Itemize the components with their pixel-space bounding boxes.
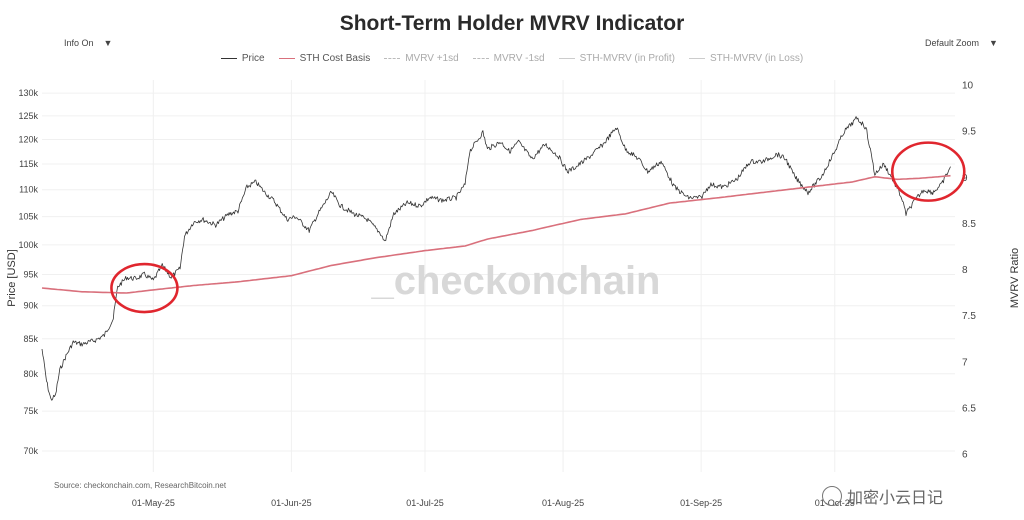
series-line-sth-cost-basis [41,174,951,294]
legend-label: STH-MVRV (in Profit) [579,53,675,64]
x-tick-label: 01-Sep-25 [680,498,722,508]
chevron-down-icon: ▼ [989,38,998,48]
annotation-ellipse [890,141,966,202]
legend-item-mvrv-1sd[interactable]: MVRV -1sd [472,53,545,64]
legend-swatch [558,58,575,59]
info-toggle-dropdown[interactable]: Info On ▼ [64,38,112,48]
legend-swatch [220,58,237,59]
watermark-logo-icon [822,486,842,506]
y-tick-label: 120k [18,134,38,144]
y-right-tick-label: 6 [962,450,968,461]
chart-title: Short-Term Holder MVRV Indicator [339,12,685,35]
legend-item-sth-mvrv-in-loss[interactable]: STH-MVRV (in Loss) [689,53,803,64]
chart-legend: Price STH Cost Basis MVRV +1sd MVRV -1sd STH… [0,53,1024,64]
y-tick-label: 90k [23,301,38,311]
y-tick-label: 70k [23,446,38,456]
y-right-tick-label: 9 [962,173,968,184]
x-tick-label: 01-Aug-25 [542,498,584,508]
legend-label: STH Cost Basis [299,53,371,64]
x-tick-label: 01-Jul-25 [406,498,444,508]
legend-label: MVRV -1sd [493,53,545,64]
x-tick-label: 01-Jun-25 [271,498,312,508]
y-tick-label: 95k [23,269,38,279]
legend-swatch [689,58,705,59]
legend-label: MVRV +1sd [405,53,459,64]
zoom-label: Default Zoom [925,38,980,48]
legend-item-sth-mvrv-in-profit[interactable]: STH-MVRV (in Profit) [558,53,675,64]
x-tick-label: 01-May-25 [132,498,175,508]
legend-label: STH-MVRV (in Loss) [710,53,804,64]
y-right-tick-label: 7 [962,357,968,368]
y-right-tick-label: 8.5 [962,219,976,230]
y-tick-label: 125k [18,111,38,121]
y-right-tick-label: 6.5 [962,403,976,414]
legend-item-sth-cost-basis[interactable]: STH Cost Basis [278,53,371,64]
y-tick-label: 85k [23,334,38,344]
y-tick-label: 115k [19,159,38,169]
legend-swatch [278,58,295,59]
y-right-tick-label: 10 [962,81,974,92]
y-tick-label: 110k [19,185,38,195]
series-line-price [41,116,951,401]
legend-item-price[interactable]: Price [220,53,265,64]
y-right-tick-label: 7.5 [962,311,976,322]
y-tick-label: 75k [23,406,38,416]
zoom-dropdown[interactable]: Default Zoom ▼ [925,38,998,48]
y-right-tick-label: 9.5 [962,127,976,138]
legend-swatch [384,58,401,59]
footer-watermark: 加密小云日记 [822,484,943,508]
y-tick-label: 80k [23,369,38,379]
info-toggle-label: Info On [64,38,94,48]
legend-label: Price [241,53,265,64]
y-right-tick-label: 8 [962,265,968,276]
y-tick-label: 105k [18,212,38,222]
footer-watermark-text: 加密小云日记 [847,490,944,507]
legend-item-mvrv-1sd[interactable]: MVRV +1sd [384,53,459,64]
y-tick-label: 130k [18,88,38,98]
annotation-ellipse [110,262,179,314]
chart-watermark: _checkonchain [370,259,660,303]
source-note: Source: checkonchain.com, ResearchBitcoi… [54,481,227,490]
chevron-down-icon: ▼ [103,38,113,48]
y-tick-label: 100k [18,240,38,250]
legend-swatch [472,58,489,59]
